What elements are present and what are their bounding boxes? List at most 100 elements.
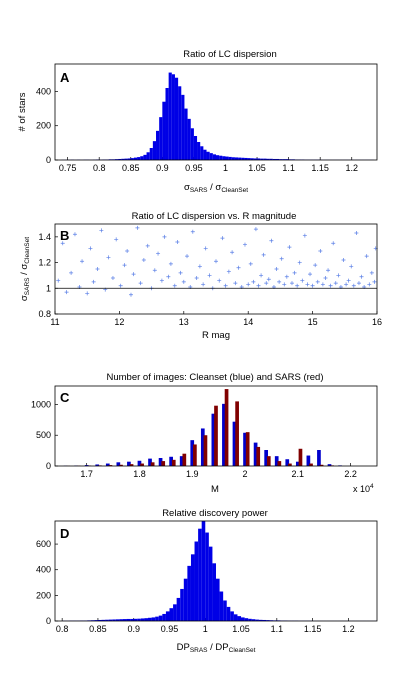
panel-b-point [185,254,190,259]
panel-b-point [261,252,266,257]
panel-c-bar-series-0 [84,465,89,466]
panel-a-bar [121,158,125,160]
panel-d-bar [140,618,145,621]
panel-c-bar-series-0 [158,458,163,466]
panel-d-bar [122,619,127,621]
panel-c: Number of images: Cleanset (blue) and SA… [31,372,378,495]
panel-d-xtick-label: 1.2 [342,624,355,634]
panel-b-ytick-label: 1.2 [38,258,51,268]
panel-a-bar [146,152,150,160]
panel-b-point [203,246,208,251]
panel-c-bar-series-0 [211,413,216,466]
panel-d-bar [126,618,131,621]
panel-b-point [207,273,212,278]
panel-d-bar [97,619,102,621]
panel-c-bar-series-0 [243,432,247,466]
panel-b-point [181,279,186,284]
panel-a-bar [197,142,201,160]
panel-b-point [69,270,74,275]
panel-d-bar [144,618,149,621]
panel-b-point [88,246,93,251]
panel-c-bar-series-0 [148,458,152,466]
panel-a-bar [228,156,232,160]
panel-a-bar [178,86,182,160]
panel-d-ytick-label: 200 [36,590,51,600]
panel-b-point [135,225,140,230]
panel-b-point [289,281,294,286]
panel-b-point [259,273,264,278]
panel-c-bar-series-1 [140,463,144,466]
panel-b-point [246,282,251,287]
panel-c-bar-series-0 [222,403,226,466]
panel-d-bar [176,597,181,621]
panel-d-bar [194,541,199,621]
panel-c-bar-series-1 [298,448,303,466]
panel-b-point [226,269,231,274]
panel-b-point [253,227,258,232]
panel-b-ylabel: σSARS / σCleanSet [19,237,31,301]
panel-b-point [277,279,282,284]
panel-b-point [251,279,256,284]
panel-b-point [315,279,320,284]
panel-c-bar-series-1 [224,389,229,466]
panel-a-bar [187,118,191,160]
panel-b-point [125,249,130,253]
panel-b-point [220,236,225,241]
panel-b-point [282,282,287,287]
panel-a-bar [260,158,264,160]
panel-d-ytick-label: 600 [36,539,51,549]
panel-b-point [284,274,289,279]
panel-c-bar-series-0 [295,461,300,466]
panel-b-point [313,263,318,268]
panel-a-bar [118,158,122,160]
panel-a-bar [234,157,239,160]
panel-a-bar [165,88,169,160]
panel-b-point [287,245,292,250]
panel-b-point [145,243,150,248]
panel-c-bar-series-0 [274,456,279,466]
panel-b-point [266,277,271,282]
panel-b-point [354,231,359,235]
panel-c-bar-series-1 [171,459,176,466]
panel-b-point [230,250,235,255]
panel-c-title: Number of images: Cleanset (blue) and SA… [106,372,323,383]
panel-c-bar-series-0 [105,463,110,466]
panel-b-point [72,232,77,237]
panel-b-point [295,283,300,288]
panel-c-bar-series-1 [214,405,218,466]
panel-b-point [197,264,202,269]
panel-a-bar [200,146,204,160]
panel-a-bar [156,130,160,160]
panel-b-point [175,240,180,244]
panel-b-point [166,274,171,279]
panel-b-point [178,270,183,275]
panel-d-bar [130,618,134,621]
panel-b-point [359,274,364,279]
panel-d-bar [165,611,170,621]
panel-c-bar-series-0 [200,428,205,466]
panel-b-point [372,279,377,284]
panel-b-point [256,283,261,288]
panel-d-bar [173,604,177,621]
panel-a-bar [279,159,283,160]
panel-b-point [64,290,69,295]
panel-d-bar [266,620,270,621]
panel-d-bar [137,618,141,621]
panel-d-bar [169,608,174,621]
panel-a-bar [127,158,131,160]
panel-b-point [190,229,195,234]
panel-b-point [159,278,164,283]
panel-a-bar [257,158,261,160]
panel-b-point [318,249,323,253]
panel-d-ytick-label: 400 [36,565,51,575]
panel-a-bar [209,153,213,160]
panel-b-point [297,260,302,265]
panel-d-xtick-label: 1.05 [232,624,250,634]
panel-c-bar-series-0 [116,462,121,466]
panel-d-bar [230,611,234,621]
panel-d-bar [212,563,216,621]
panel-c-bar-series-1 [309,463,313,466]
panel-b-title: Ratio of LC dispersion vs. R magnitude [132,211,297,222]
panel-a-bar [184,108,188,160]
panel-a-bar [247,158,251,160]
